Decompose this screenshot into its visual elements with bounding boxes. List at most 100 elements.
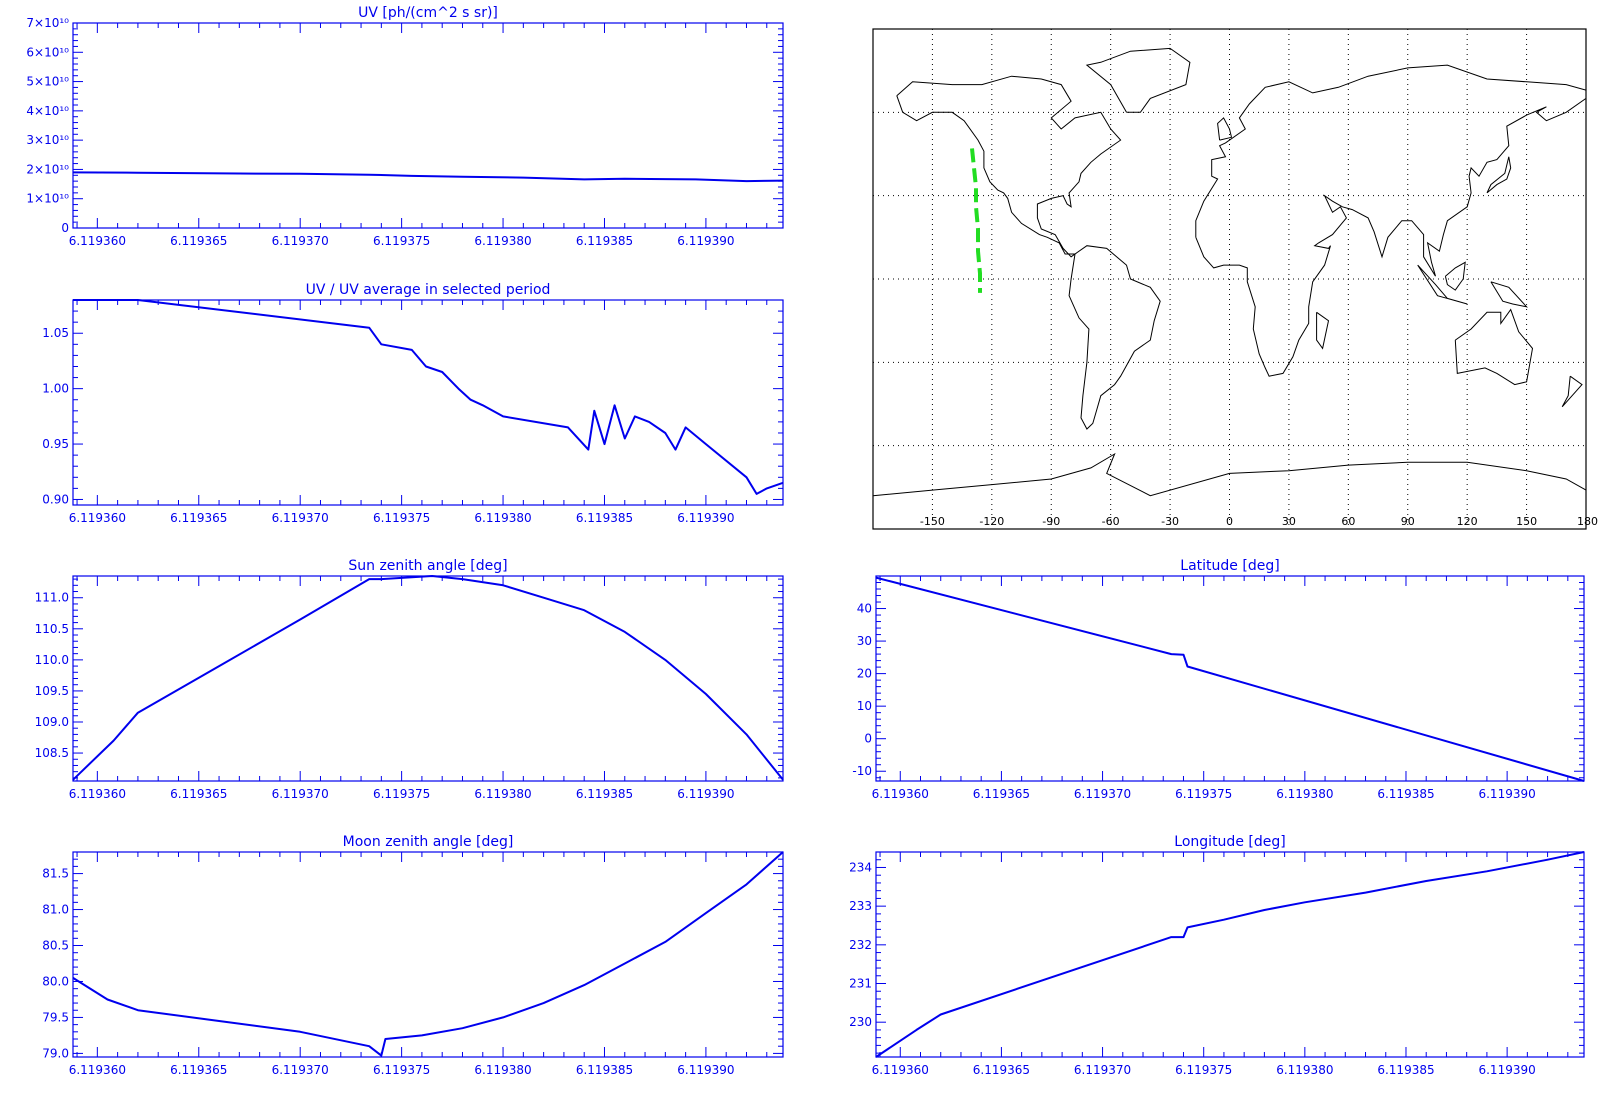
uv-y-tick-label: 2×10¹⁰	[26, 162, 69, 176]
uv-x-tick-label: 6.119375	[373, 234, 430, 248]
coastline-uk	[1217, 117, 1233, 141]
sun-zenith-frame	[72, 575, 784, 782]
map-x-tick-label: 30	[1282, 515, 1296, 528]
sun-zenith-y-tick-label: 110.5	[35, 622, 69, 636]
uv-ratio-x-tick-label: 6.119360	[69, 511, 126, 525]
uv-ratio-series-line	[73, 299, 784, 495]
map-x-tick-label: 90	[1401, 515, 1415, 528]
sun-zenith-y-tick-label: 110.0	[35, 653, 69, 667]
coastline-australia	[1454, 308, 1534, 386]
moon-zenith-chart: Moon zenith angle [deg] 6.119360 6.119365 6…	[42, 834, 784, 1077]
latitude-chart: Latitude [deg] 6.119360 6.119365 6.119370 6.…	[852, 558, 1585, 801]
sun-zenith-series-line	[72, 575, 784, 781]
longitude-x-tick-label: 6.119370	[1074, 1063, 1131, 1077]
latitude-y-tick-label: -10	[852, 764, 872, 778]
latitude-x-tick-label: 6.119380	[1276, 787, 1333, 801]
uv-x-tick-label: 6.119385	[576, 234, 633, 248]
latitude-x-tick-label: 6.119370	[1074, 787, 1131, 801]
longitude-y-tick-label: 230	[849, 1015, 872, 1029]
latitude-series-line	[875, 576, 1585, 782]
coastline-north-america	[896, 75, 1122, 258]
sun-zenith-x-tick-label: 6.119380	[474, 787, 531, 801]
longitude-x-tick-label: 6.119375	[1175, 1063, 1232, 1077]
latitude-x-tick-label: 6.119360	[872, 787, 929, 801]
latitude-y-tick-label: 40	[857, 602, 872, 616]
coastline-south-america	[1068, 245, 1161, 430]
moon-zenith-series-line	[72, 851, 784, 1057]
moon-zenith-y-tick-label: 80.0	[42, 974, 69, 988]
longitude-title: Longitude [deg]	[1174, 834, 1285, 850]
map-x-tick-label: -60	[1102, 515, 1120, 528]
uv-y-tick-label: 4×10¹⁰	[26, 104, 69, 118]
satellite-ground-track	[970, 148, 982, 293]
uv-title: UV [ph/(cm^2 s sr)]	[358, 5, 498, 21]
uv-x-tick-label: 6.119370	[272, 234, 329, 248]
longitude-chart: Longitude [deg] 6.119360 6.119365 6.119370 6…	[849, 834, 1585, 1077]
map-x-tick-label: 150	[1516, 515, 1537, 528]
sun-zenith-chart: Sun zenith angle [deg] 6.119360 6.119365 6.…	[35, 558, 784, 801]
uv-ratio-x-tick-label: 6.119375	[373, 511, 430, 525]
sun-zenith-title: Sun zenith angle [deg]	[348, 558, 507, 574]
uv-ratio-title: UV / UV average in selected period	[306, 282, 551, 298]
longitude-x-tick-label: 6.119380	[1276, 1063, 1333, 1077]
latitude-title: Latitude [deg]	[1180, 558, 1279, 574]
map-x-tick-label: -90	[1042, 515, 1060, 528]
moon-zenith-x-tick-label: 6.119390	[677, 1063, 734, 1077]
uv-x-tick-label: 6.119360	[69, 234, 126, 248]
uv-ratio-y-tick-label: 0.95	[42, 437, 69, 451]
uv-ratio-x-tick-label: 6.119385	[576, 511, 633, 525]
moon-zenith-y-tick-label: 81.5	[42, 867, 69, 881]
sun-zenith-x-tick-label: 6.119370	[272, 787, 329, 801]
uv-ratio-x-tick-label: 6.119390	[677, 511, 734, 525]
uv-ratio-x-tick-label: 6.119365	[170, 511, 227, 525]
moon-zenith-y-tick-label: 79.5	[42, 1010, 69, 1024]
sun-zenith-y-tick-label: 108.5	[35, 746, 69, 760]
longitude-series-line	[875, 851, 1585, 1058]
longitude-y-tick-label: 231	[849, 977, 872, 991]
uv-chart: UV [ph/(cm^2 s sr)] 6.119360 6.119365 6.119…	[26, 5, 784, 248]
map-graticule	[873, 29, 1586, 529]
moon-zenith-title: Moon zenith angle [deg]	[343, 834, 514, 850]
moon-zenith-x-tick-label: 6.119375	[373, 1063, 430, 1077]
uv-x-tick-label: 6.119390	[677, 234, 734, 248]
uv-ratio-frame	[72, 299, 784, 506]
map-coastlines	[872, 47, 1587, 497]
uv-y-tick-label: 0	[61, 221, 69, 235]
sun-zenith-y-tick-label: 111.0	[35, 591, 69, 605]
coastline-antarctica	[872, 452, 1587, 497]
uv-ratio-y-tick-label: 1.00	[42, 382, 69, 396]
ground-track-line	[970, 148, 982, 293]
uv-x-tick-label: 6.119380	[474, 234, 531, 248]
moon-zenith-y-tick-label: 79.0	[42, 1046, 69, 1060]
coastline-africa-eurasia	[1195, 64, 1587, 377]
sun-zenith-x-tick-label: 6.119360	[69, 787, 126, 801]
uv-y-tick-label: 3×10¹⁰	[26, 133, 69, 147]
map-x-tick-label: 120	[1457, 515, 1478, 528]
longitude-x-tick-label: 6.119385	[1377, 1063, 1434, 1077]
latitude-y-tick-label: 10	[857, 699, 872, 713]
uv-y-tick-label: 6×10¹⁰	[26, 45, 69, 59]
latitude-x-tick-label: 6.119390	[1478, 787, 1535, 801]
sun-zenith-x-tick-label: 6.119375	[373, 787, 430, 801]
longitude-y-tick-label: 234	[849, 860, 872, 874]
moon-zenith-x-tick-label: 6.119360	[69, 1063, 126, 1077]
map-x-axis: -150 -120 -90 -60 -30 0 30 60 90 120 150 180	[920, 515, 1598, 528]
map-x-tick-label: -120	[979, 515, 1004, 528]
latitude-x-tick-label: 6.119365	[973, 787, 1030, 801]
longitude-x-tick-label: 6.119360	[872, 1063, 929, 1077]
moon-zenith-y-tick-label: 80.5	[42, 939, 69, 953]
longitude-y-tick-label: 233	[849, 899, 872, 913]
sun-zenith-x-tick-label: 6.119385	[576, 787, 633, 801]
uv-frame	[72, 22, 784, 229]
latitude-y-tick-label: 0	[864, 732, 872, 746]
uv-y-tick-label: 7×10¹⁰	[26, 16, 69, 30]
uv-x-tick-label: 6.119365	[170, 234, 227, 248]
sun-zenith-y-tick-label: 109.0	[35, 715, 69, 729]
map-x-tick-label: 60	[1341, 515, 1355, 528]
uv-series-line	[72, 171, 784, 183]
uv-ratio-x-tick-label: 6.119370	[272, 511, 329, 525]
uv-ratio-x-tick-label: 6.119380	[474, 511, 531, 525]
coastline-new-zealand	[1561, 375, 1583, 408]
uv-ratio-chart: UV / UV average in selected period 6.1193…	[42, 282, 784, 525]
